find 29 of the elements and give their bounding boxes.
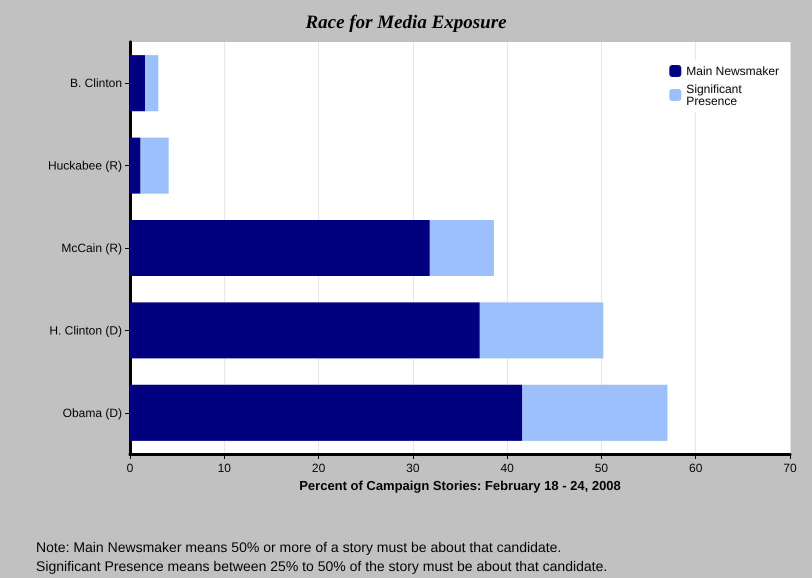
x-tick-label: 30: [406, 461, 420, 475]
bar: [430, 220, 494, 276]
y-tick-label: H. Clinton (D): [49, 323, 122, 338]
bar: [140, 138, 169, 194]
bar: [480, 302, 604, 358]
bar: [130, 55, 146, 112]
bar: [130, 302, 480, 358]
bar: [130, 384, 522, 441]
x-axis-title: Percent of Campaign Stories: February 18 - 24, 2008: [299, 478, 621, 493]
bar: [145, 55, 158, 112]
y-tick-label: Obama (D): [62, 406, 122, 420]
x-tick-label: 70: [783, 461, 797, 475]
legend-label: Main Newsmaker: [686, 64, 780, 78]
x-tick-label: 40: [500, 461, 514, 475]
bar: [522, 384, 668, 441]
x-tick-label: 20: [312, 461, 326, 475]
legend-label: Significant Presence: [686, 82, 742, 108]
bar: [130, 138, 140, 194]
y-tick-label: B. Clinton: [70, 76, 122, 90]
y-tick-label: Huckabee (R): [48, 158, 122, 173]
x-tick-label: 50: [594, 461, 608, 475]
text: Significant Presence means between 25% to 50% of the story must be about that candidate.: [36, 558, 608, 574]
x-tick-label: 60: [689, 461, 703, 475]
x-tick-label: 0: [126, 461, 134, 475]
y-tick-label: McCain (R): [61, 241, 122, 255]
text: Note: Main Newsmaker means 50% or more of a story must be about that candidate.: [36, 539, 562, 555]
x-tick-label: 10: [218, 461, 232, 475]
bar: [130, 220, 430, 276]
chart-title: Race for Media Exposure: [304, 12, 508, 33]
